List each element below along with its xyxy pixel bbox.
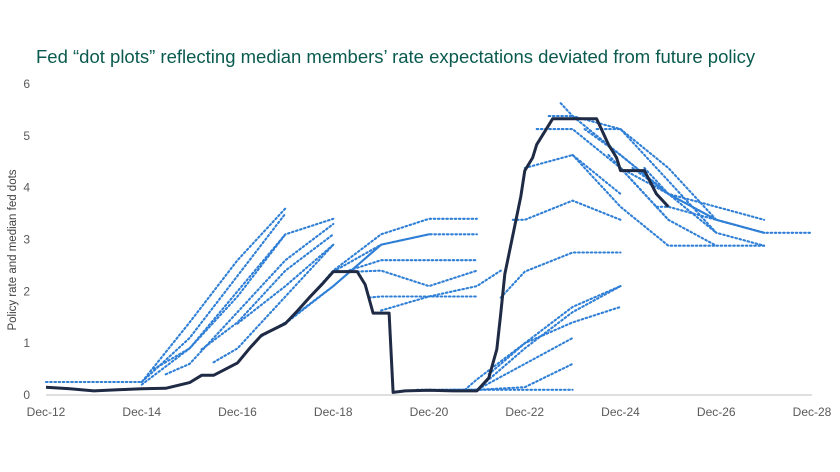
- y-tick-label: 6: [23, 77, 30, 91]
- dot-series-line: [571, 153, 718, 247]
- dot-series-line: [547, 115, 670, 195]
- dot-series-line: [236, 243, 335, 325]
- y-tick-label: 3: [23, 233, 30, 247]
- x-tick-label: Dec-14: [122, 405, 161, 419]
- y-axis-label: Policy rate and median fed dots: [7, 169, 19, 330]
- dot-series-line: [164, 222, 335, 376]
- dot-series-line: [380, 269, 502, 312]
- dot-series-line: [332, 233, 478, 273]
- dot-series-line: [140, 212, 287, 384]
- y-tick-label: 5: [23, 129, 30, 143]
- dot-series-line: [475, 285, 622, 391]
- y-tick-label: 2: [23, 284, 30, 298]
- x-tick-label: Dec-22: [505, 405, 544, 419]
- dot-series-line: [523, 153, 622, 195]
- dot-series-line: [308, 217, 478, 299]
- policy-rate-layer: [45, 117, 670, 394]
- x-tick-label: Dec-28: [793, 405, 832, 419]
- dot-series-line: [368, 295, 478, 299]
- x-tick-label: Dec-20: [410, 405, 449, 419]
- dot-series-line: [559, 102, 718, 221]
- dot-series-line: [344, 259, 478, 273]
- chart-title: Fed “dot plots” reflecting median member…: [36, 46, 756, 67]
- x-tick-label: Dec-18: [314, 405, 353, 419]
- y-tick-label: 0: [23, 388, 30, 402]
- dot-series-line: [535, 128, 670, 221]
- dot-series-line: [511, 199, 622, 221]
- dot-series-line: [200, 233, 335, 351]
- x-tick-label: Dec-16: [218, 405, 257, 419]
- dot-series-line: [655, 205, 814, 234]
- dot-series-line: [595, 128, 766, 247]
- y-tick-label: 4: [23, 181, 30, 195]
- dot-series-line: [643, 166, 766, 221]
- dot-series-line: [607, 153, 766, 247]
- dot-series-line: [152, 217, 335, 371]
- policy-rate-line: [45, 117, 670, 394]
- dot-series-line: [140, 233, 287, 386]
- dot-series-line: [439, 362, 574, 391]
- dot-series-line: [499, 251, 622, 299]
- y-tick-label: 1: [23, 336, 30, 350]
- dot-series-line: [356, 269, 478, 288]
- axis-layer: 0 1 2 3 4 5 6 Dec-12 Dec-14 Dec-16 Dec-18 Dec-20 Dec…: [23, 77, 831, 419]
- dot-series-line: [44, 207, 287, 384]
- x-tick-label: Dec-24: [601, 405, 640, 419]
- dot-series-line: [487, 305, 622, 376]
- x-tick-label: Dec-26: [697, 405, 736, 419]
- dot-series-layer: [44, 102, 814, 391]
- dot-series-line: [451, 336, 574, 391]
- x-tick-label: Dec-12: [27, 405, 66, 419]
- dot-series-line: [212, 243, 335, 364]
